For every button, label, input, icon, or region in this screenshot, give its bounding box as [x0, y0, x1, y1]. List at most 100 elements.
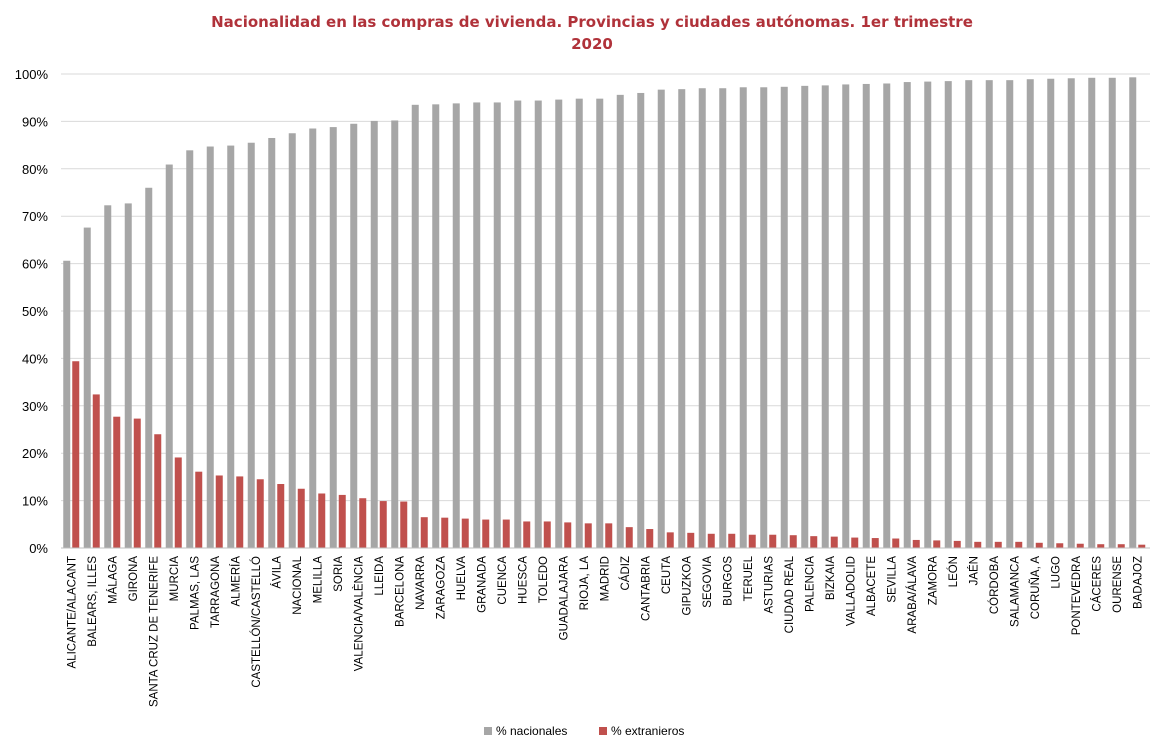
bar-extranjeros	[379, 501, 387, 548]
x-tick-label: ALICANTE/ALACANT	[66, 556, 78, 668]
bar-extranjeros	[133, 418, 141, 548]
x-tick-label: LLEIDA	[374, 556, 386, 596]
bar-extranjeros	[564, 522, 572, 548]
bar-extranjeros	[277, 484, 285, 548]
bar-extranjeros	[1097, 544, 1105, 548]
bar-nacionales	[370, 120, 378, 549]
x-tick-label: MURCIA	[169, 556, 181, 602]
x-tick-label: VALLADOLID	[845, 556, 857, 626]
bar-nacionales	[288, 133, 296, 548]
y-tick-label: 0%	[29, 541, 48, 556]
bar-nacionales	[411, 104, 419, 548]
bars	[63, 77, 1146, 549]
chart-title-line-2: 2020	[571, 35, 613, 53]
x-tick-label: ARABA/ÁLAVA	[906, 556, 919, 634]
bar-nacionales	[1088, 77, 1096, 549]
bar-nacionales	[821, 85, 829, 548]
x-tick-label: GIRONA	[128, 556, 140, 602]
x-tick-label: SANTA CRUZ DE TENERIFE	[148, 556, 160, 707]
bar-extranjeros	[666, 532, 674, 548]
x-tick-label: CÓRDOBA	[988, 556, 1001, 614]
x-tick-label: LUGO	[1050, 556, 1062, 589]
x-tick-label: CASTELLÓN/CASTELLÓ	[250, 556, 263, 688]
bar-nacionales	[473, 102, 481, 548]
bar-nacionales	[329, 127, 337, 548]
x-tick-label: BADAJOZ	[1132, 556, 1144, 609]
bar-extranjeros	[359, 498, 367, 548]
x-tick-label: CÁDIZ	[619, 556, 632, 591]
x-tick-label: SEVILLA	[886, 556, 898, 603]
bar-extranjeros	[605, 523, 613, 548]
bar-nacionales	[514, 100, 522, 548]
y-tick-label: 40%	[22, 351, 48, 366]
x-tick-label: NAVARRA	[415, 556, 427, 610]
bar-extranjeros	[502, 519, 510, 548]
bar-nacionales	[698, 88, 706, 548]
bar-nacionales	[1129, 77, 1137, 549]
legend-label-extranjeros: % extranieros	[611, 724, 684, 738]
bar-extranjeros	[318, 493, 326, 548]
bar-nacionales	[739, 87, 747, 548]
bar-extranjeros	[1035, 542, 1043, 548]
y-tick-label: 80%	[22, 162, 48, 177]
x-tick-label: ZARAGOZA	[435, 556, 447, 620]
x-tick-label: PALMAS, LAS	[189, 556, 201, 630]
y-tick-label: 10%	[22, 494, 48, 509]
bar-nacionales	[555, 99, 563, 548]
bar-extranjeros	[256, 479, 264, 548]
bar-nacionales	[1047, 78, 1055, 549]
x-tick-label: TARRAGONA	[210, 556, 222, 628]
x-tick-label: ASTURIAS	[763, 556, 775, 614]
bar-extranjeros	[1015, 541, 1023, 548]
x-tick-label: SEGOVIA	[702, 556, 714, 608]
x-tick-label: ALMERÍA	[229, 556, 242, 607]
bar-extranjeros	[769, 534, 777, 548]
x-tick-label: NACIONAL	[292, 555, 304, 614]
bar-extranjeros	[584, 523, 592, 548]
bar-extranjeros	[728, 533, 736, 548]
bar-nacionales	[719, 88, 727, 548]
bar-nacionales	[227, 145, 235, 548]
bar-nacionales	[104, 205, 112, 548]
y-tick-label: 100%	[15, 67, 49, 82]
x-tick-label: CIUDAD REAL	[784, 555, 796, 633]
x-tick-label: BARCELONA	[394, 556, 406, 627]
x-tick-label: CUENCA	[497, 556, 509, 605]
bar-nacionales	[678, 89, 686, 548]
bar-nacionales	[165, 164, 173, 548]
bar-nacionales	[944, 81, 952, 549]
bar-extranjeros	[482, 519, 490, 548]
bar-nacionales	[862, 83, 870, 548]
bar-nacionales	[124, 203, 132, 549]
bar-nacionales	[309, 128, 317, 548]
bar-nacionales	[493, 102, 501, 548]
bar-extranjeros	[789, 535, 797, 548]
x-tick-label: CANTABRIA	[640, 556, 652, 621]
bar-nacionales	[760, 87, 768, 548]
bar-nacionales	[1006, 80, 1014, 549]
x-tick-label: BURGOS	[722, 556, 734, 606]
bar-nacionales	[965, 80, 973, 549]
bar-nacionales	[534, 100, 542, 548]
x-tick-label: JAÉN	[967, 556, 980, 585]
legend: % nacionales % extranieros	[484, 724, 684, 738]
y-tick-label: 20%	[22, 446, 48, 461]
bar-nacionales	[83, 227, 91, 549]
bar-extranjeros	[400, 501, 408, 548]
bar-nacionales	[186, 150, 194, 548]
y-tick-label: 90%	[22, 114, 48, 129]
bar-nacionales	[1108, 77, 1116, 549]
bar-nacionales	[1026, 79, 1034, 549]
y-tick-label: 50%	[22, 304, 48, 319]
bar-extranjeros	[707, 533, 715, 548]
x-tick-label: GUADALAJARA	[558, 556, 570, 641]
bar-extranjeros	[810, 536, 818, 548]
bar-extranjeros	[994, 541, 1002, 548]
bar-extranjeros	[523, 521, 531, 548]
legend-swatch-extranjeros	[599, 727, 607, 735]
bar-extranjeros	[420, 517, 428, 548]
y-tick-label: 70%	[22, 209, 48, 224]
bar-extranjeros	[974, 541, 982, 548]
bar-nacionales	[903, 82, 911, 549]
